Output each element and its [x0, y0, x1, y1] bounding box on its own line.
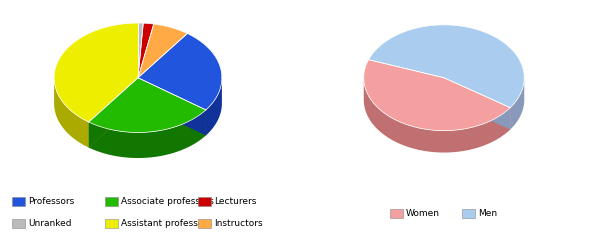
- Text: Lecturers: Lecturers: [214, 197, 257, 206]
- Polygon shape: [138, 34, 222, 110]
- Text: Unranked: Unranked: [28, 219, 72, 228]
- Text: Men: Men: [478, 209, 497, 218]
- Polygon shape: [138, 23, 143, 78]
- Polygon shape: [89, 78, 138, 148]
- Text: Professors: Professors: [28, 197, 74, 206]
- Polygon shape: [364, 78, 510, 153]
- Text: Women: Women: [406, 209, 440, 218]
- Polygon shape: [138, 78, 206, 135]
- Polygon shape: [54, 23, 138, 122]
- Polygon shape: [444, 78, 510, 130]
- Polygon shape: [89, 78, 206, 132]
- Polygon shape: [89, 110, 206, 158]
- Text: Assistant professors: Assistant professors: [121, 219, 212, 228]
- Polygon shape: [138, 78, 206, 135]
- Polygon shape: [138, 24, 187, 78]
- Polygon shape: [364, 60, 510, 131]
- Polygon shape: [138, 23, 154, 78]
- Polygon shape: [89, 78, 138, 148]
- Polygon shape: [444, 78, 510, 130]
- Polygon shape: [206, 78, 222, 135]
- Text: Instructors: Instructors: [214, 219, 263, 228]
- Polygon shape: [510, 78, 524, 130]
- Polygon shape: [368, 25, 524, 108]
- Text: Associate professors: Associate professors: [121, 197, 214, 206]
- Polygon shape: [54, 78, 89, 148]
